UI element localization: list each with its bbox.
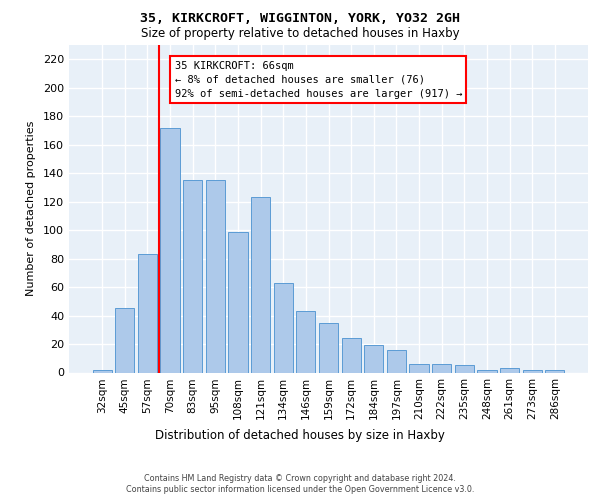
Text: 35 KIRKCROFT: 66sqm
← 8% of detached houses are smaller (76)
92% of semi-detache: 35 KIRKCROFT: 66sqm ← 8% of detached hou… — [175, 60, 462, 98]
Bar — [364, 346, 383, 372]
Bar — [432, 364, 451, 372]
Bar — [274, 283, 293, 372]
Y-axis label: Number of detached properties: Number of detached properties — [26, 121, 36, 296]
Bar — [183, 180, 202, 372]
Bar — [409, 364, 428, 372]
Bar — [160, 128, 180, 372]
Bar — [523, 370, 542, 372]
Bar — [296, 312, 316, 372]
Bar — [545, 370, 565, 372]
Bar — [455, 366, 474, 372]
Text: 35, KIRKCROFT, WIGGINTON, YORK, YO32 2GH: 35, KIRKCROFT, WIGGINTON, YORK, YO32 2GH — [140, 12, 460, 26]
Bar — [251, 198, 270, 372]
Bar — [319, 322, 338, 372]
Bar — [341, 338, 361, 372]
Bar — [500, 368, 519, 372]
Bar — [206, 180, 225, 372]
Bar — [115, 308, 134, 372]
Bar — [477, 370, 497, 372]
Bar — [229, 232, 248, 372]
Text: Contains HM Land Registry data © Crown copyright and database right 2024.
Contai: Contains HM Land Registry data © Crown c… — [126, 474, 474, 494]
Bar — [138, 254, 157, 372]
Bar — [387, 350, 406, 372]
Bar — [92, 370, 112, 372]
Text: Size of property relative to detached houses in Haxby: Size of property relative to detached ho… — [140, 28, 460, 40]
Text: Distribution of detached houses by size in Haxby: Distribution of detached houses by size … — [155, 428, 445, 442]
